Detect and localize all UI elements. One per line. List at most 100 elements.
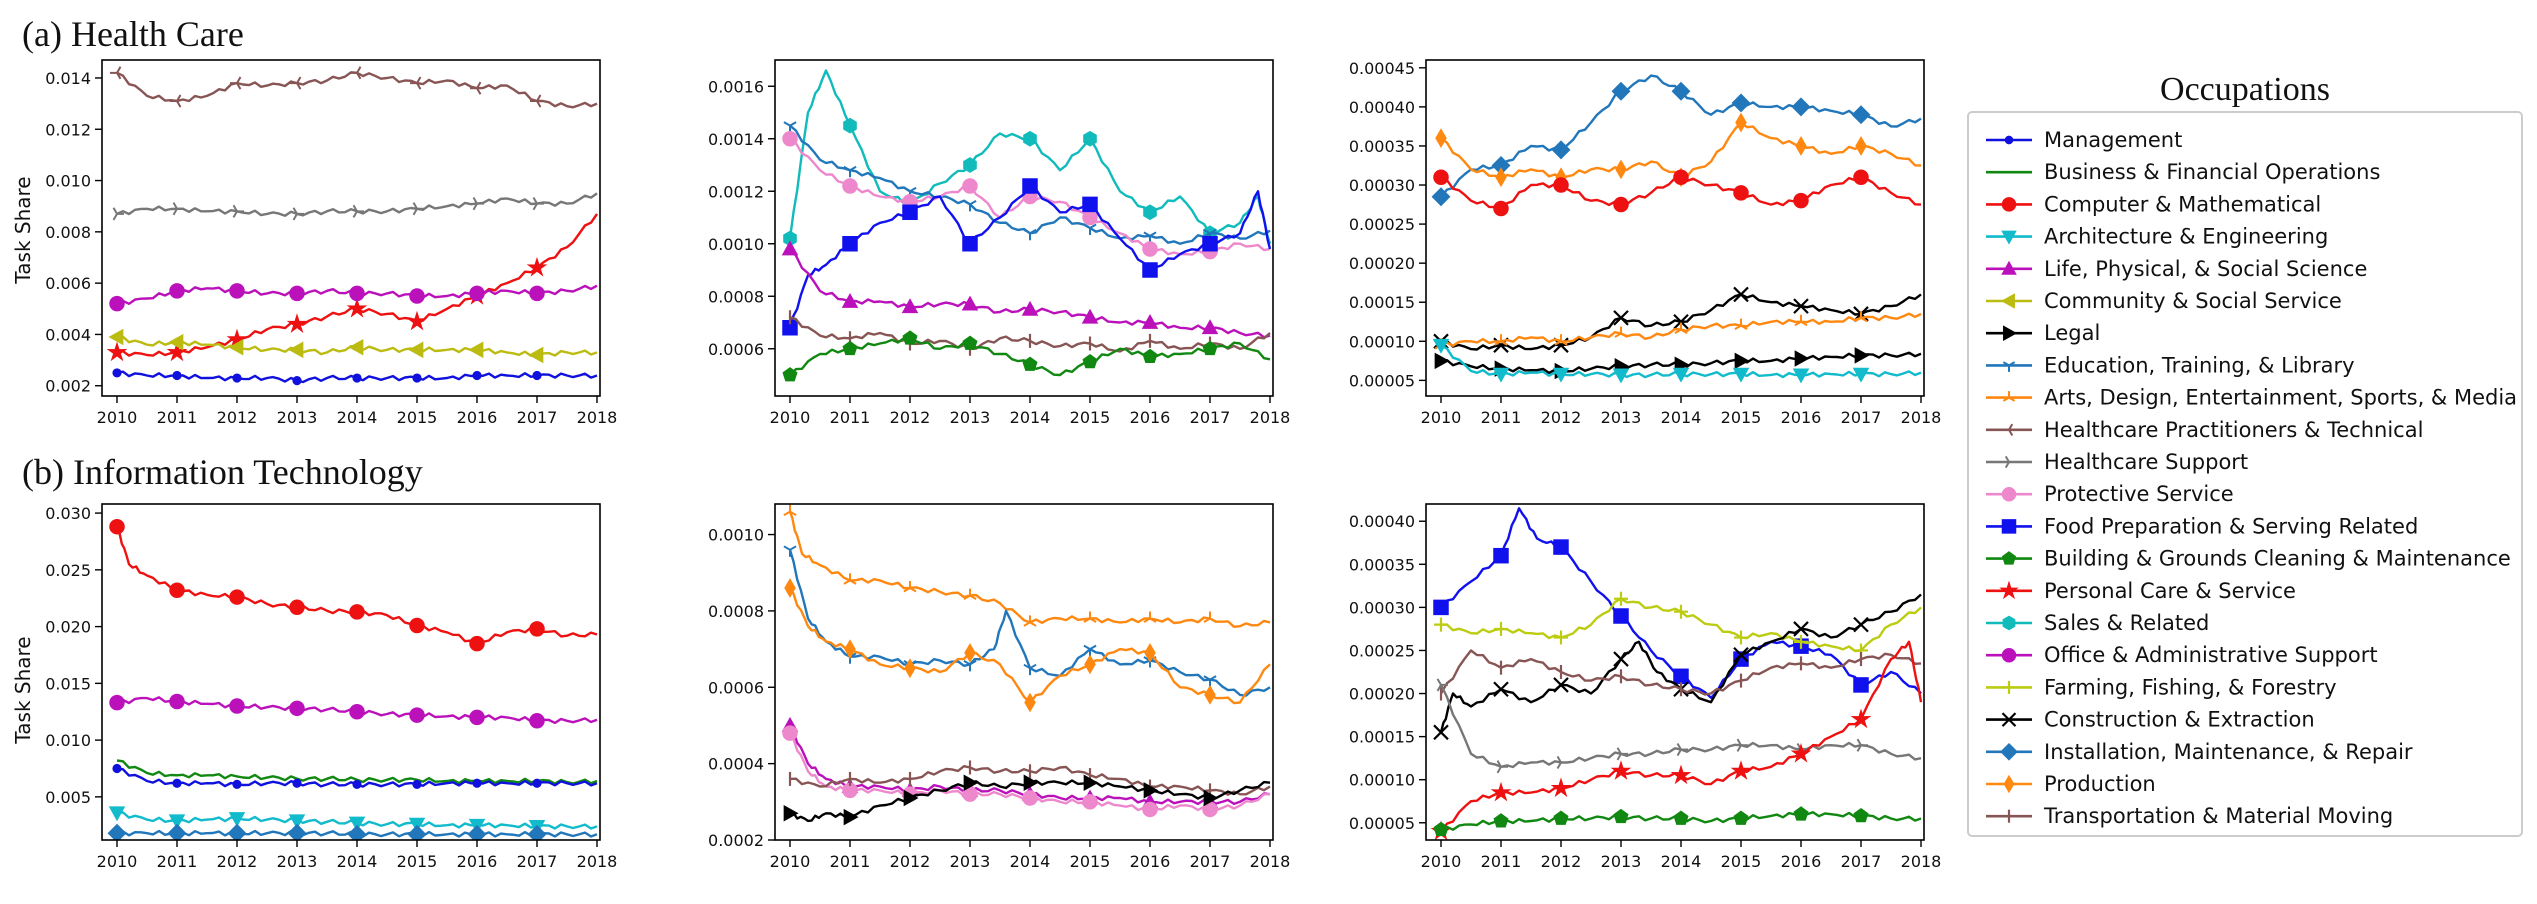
data-point [1082,209,1098,226]
x-tick-label: 2018 [1901,408,1942,427]
data-point [1024,692,1036,713]
x-tick-label: 2018 [1250,852,1291,871]
y-axis-label-row-a: Task Share [11,176,35,284]
x-tick-label: 2018 [1250,408,1291,427]
series-architecture-and-engineering [1432,338,1922,384]
data-point [1553,677,1569,693]
y-tick-label: 0.00035 [1349,555,1415,574]
data-point [468,341,484,359]
plot-frame [101,59,601,397]
y-tick-label: 0.010 [45,172,91,191]
data-point [1495,167,1507,188]
row-title-health-care: (a) Health Care [22,14,244,54]
data-point [1493,813,1509,828]
data-point [1610,760,1632,780]
legend-label: Architecture & Engineering [2044,225,2328,249]
data-point [1613,808,1629,824]
legend-marker [2001,230,2017,245]
y-tick-label: 0.00020 [1349,685,1415,704]
data-point [902,204,918,220]
data-point [167,823,187,840]
data-point [1433,599,1449,616]
series-management [112,763,598,789]
x-tick-label: 2010 [1421,408,1462,427]
legend-label: Computer & Mathematical [2044,192,2321,216]
data-point [1793,806,1809,821]
data-point [964,643,976,663]
legend-item-healthcare-support: Healthcare Support [1986,450,2248,474]
data-point [1493,681,1509,698]
legend-label: Farming, Fishing, & Forestry [2044,675,2337,699]
data-point [469,285,485,302]
series-farming-fishing-and-forestry [1434,591,1922,658]
data-point [1494,621,1508,636]
data-point [229,698,245,714]
data-point [1616,747,1628,761]
x-tick-label: 2015 [1070,852,1111,871]
data-point [1492,367,1510,383]
plot-frame [1425,59,1925,397]
legend-label: Education, Training, & Library [2044,353,2355,377]
x-tick-label: 2018 [577,408,618,427]
data-point [1142,348,1158,364]
data-point [843,165,857,178]
data-point [1794,634,1808,649]
y-tick-label: 0.0004 [708,755,764,774]
legend-frame [1967,111,2523,837]
data-point [1434,352,1450,370]
legend-item-food-preparation-and-serving-related: Food Preparation & Serving Related [1986,514,2418,538]
x-tick-label: 2014 [1661,852,1702,871]
data-point [842,340,858,356]
data-point [1142,262,1158,278]
data-point [1613,310,1629,326]
data-point [1731,93,1751,113]
legend: Occupations Management Business & Financi… [1967,71,2523,837]
legend-label: Office & Administrative Support [2044,643,2378,667]
data-point [1733,646,1749,663]
legend-label: Personal Care & Service [2044,579,2296,603]
data-point [1552,367,1570,383]
data-point [470,81,482,95]
data-point [963,659,977,672]
data-point [1021,300,1039,316]
legend-item-business-and-financial-operations: Business & Financial Operations [1986,160,2380,184]
legend-label: Building & Grounds Cleaning & Maintenanc… [2044,547,2511,571]
data-point [781,240,799,256]
data-point [843,808,859,826]
data-point [1143,611,1157,623]
legend-item-farming-fishing-and-forestry: Farming, Fishing, & Forestry [1986,675,2337,699]
data-point [349,703,365,720]
data-point [1022,790,1038,806]
x-tick-label: 2016 [1781,852,1822,871]
data-point [1673,668,1689,685]
data-point [1674,604,1688,619]
data-point [1083,223,1097,235]
data-point [527,824,547,840]
series-legal [783,774,1271,826]
data-point [1730,760,1752,780]
series-healthcare-support [112,192,598,221]
chart-panel-3: 2010 2011 2012 2013 2014 2015 2016 2017 2018 0.00… [1349,59,1942,427]
x-tick-label: 2017 [1841,852,1882,871]
x-tick-label: 2012 [890,852,931,871]
data-point [1493,547,1509,564]
legend-label: Management [2044,128,2182,152]
data-point [109,295,125,312]
y-tick-label: 0.00005 [1349,371,1415,390]
data-point [1794,314,1808,327]
data-point [168,814,186,830]
y-tick-label: 0.015 [45,674,91,693]
data-point [963,200,977,212]
legend-marker [2003,774,2015,794]
data-point [530,94,542,108]
legend-item-installation-maintenance-and-repair: Installation, Maintenance, & Repair [1986,740,2413,764]
data-point [1082,196,1098,213]
x-tick-label: 2018 [577,852,618,871]
data-point [170,94,182,108]
x-tick-label: 2014 [1661,408,1702,427]
data-point [288,341,304,359]
data-point [1436,678,1448,692]
data-point [1202,340,1218,356]
x-tick-label: 2011 [157,852,198,871]
